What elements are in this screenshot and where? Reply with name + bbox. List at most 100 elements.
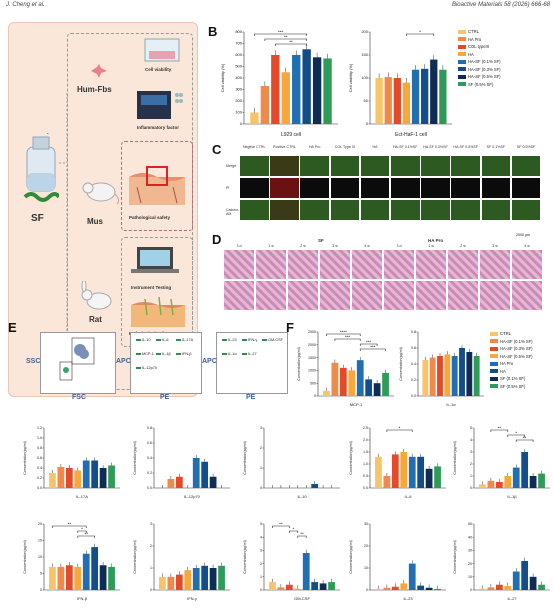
instrument-testing-label: Instrument Testing (131, 285, 172, 290)
apc-axis-label-1: APC (116, 358, 131, 365)
flow-plot-frame (40, 332, 116, 394)
y-tick-label: 100 (235, 110, 242, 115)
bar (487, 587, 495, 590)
legend-swatch (490, 331, 498, 336)
y-tick-label: 4 (260, 535, 262, 539)
fluorescence-image (391, 156, 420, 176)
significance-bracket (359, 348, 386, 351)
bar (512, 571, 520, 590)
fluorescence-image (451, 178, 480, 198)
bar (437, 356, 443, 396)
bar (504, 476, 512, 488)
y-tick-label: 800 (235, 29, 242, 34)
y-tick-label: 2 (150, 544, 152, 548)
significance-bracket (77, 535, 95, 538)
bar (425, 587, 433, 590)
bead-label: IFN-β (182, 352, 192, 356)
bar (260, 86, 270, 124)
group-ha-pro-label: HA Pro (428, 238, 444, 243)
bar (495, 584, 503, 590)
y-tick-label: 2000 (308, 343, 316, 347)
significance-bracket (406, 33, 435, 36)
bar (209, 476, 217, 488)
bar (487, 480, 495, 488)
y-axis-label: Concentration(pg/ml) (349, 441, 353, 475)
chart-il-6: 0.0 0.5 1.0 1.5 2.0 2.5 Concentration(pg/ml) IL… (349, 425, 446, 499)
bar (495, 482, 503, 488)
legend-label: HA (500, 368, 506, 374)
x-axis-label: Ect-HaF-1 cell (395, 132, 427, 138)
y-tick-label: 500 (310, 381, 316, 385)
plate-reader-icon (137, 91, 183, 119)
bar (192, 458, 200, 488)
legend-swatch (458, 44, 466, 49)
fluorescence-image (270, 200, 299, 220)
fluorescence-image (421, 156, 450, 176)
pe-axis-label-1: PE (160, 394, 170, 401)
y-tick-label: 0.4 (37, 466, 42, 470)
significance-label: * (399, 425, 401, 430)
panel-c-scale-bar: 2000 μm (516, 233, 531, 237)
legend-label: HA-SF (0.3% SF) (468, 66, 501, 72)
bead-cluster (176, 339, 181, 341)
bar (74, 470, 82, 488)
significance-label: * (81, 526, 83, 531)
y-tick-label: 100 (361, 75, 368, 80)
fluorescence-image (391, 200, 420, 220)
image-column-header: Negtive CTRL (242, 145, 266, 149)
significance-label: ** (84, 531, 88, 536)
legend-label: HA (468, 51, 474, 57)
y-tick-label: 1000 (308, 369, 316, 373)
y-tick-label: 1.5 (363, 450, 368, 454)
bead-cluster (262, 339, 267, 341)
fluorescence-image (391, 178, 420, 198)
y-axis-label: Concentration(pg/ml) (133, 540, 137, 574)
significance-label: *** (345, 334, 351, 339)
y-tick-label: 0.0 (147, 486, 152, 490)
significance-label: *** (370, 344, 376, 349)
bar (175, 574, 183, 590)
legend-item: HA (458, 51, 501, 59)
y-tick-label: 5 (260, 522, 262, 526)
bar (375, 78, 383, 124)
significance-bracket (297, 535, 307, 538)
bar (439, 69, 447, 124)
bead-item: MCP-1 (136, 352, 154, 356)
legend-item: HA Pro (458, 36, 501, 44)
histology-image (384, 250, 414, 279)
y-tick-label: 400 (235, 75, 242, 80)
bar (281, 72, 290, 124)
bead-plot-frame-1 (130, 332, 202, 394)
y-tick-label: 30 (364, 522, 368, 526)
y-tick-label: 0.8 (411, 330, 416, 334)
y-axis-label: Concentration(pg/ml) (349, 540, 353, 574)
time-point-label: 3 w (492, 244, 498, 248)
significance-bracket (77, 530, 87, 533)
bead-label: IL-1α (228, 352, 237, 356)
y-tick-label: 0.0 (411, 394, 416, 398)
legend-label: CTRL (468, 29, 479, 35)
fluorescence-image (360, 178, 390, 198)
chart-mcp-1: 0 500 1000 1500 2000 2500 Concentration(pg/ml)… (297, 329, 394, 407)
significance-bracket (326, 333, 361, 336)
x-axis-label: IL-1α (446, 402, 456, 407)
bar (175, 476, 183, 488)
ssc-axis-label: SSC (26, 358, 41, 365)
y-axis-label: Cell viability (%) (348, 63, 353, 92)
y-axis-label: Cell viability (%) (220, 63, 225, 92)
chart-il-27: 0 10 20 30 40 50 Concentration(pg/ml) IL-27 (453, 522, 550, 601)
panel-f-label: F (286, 320, 294, 335)
bar (417, 585, 425, 590)
y-tick-label: 0.0 (363, 486, 368, 490)
time-point-label: 4 w (364, 244, 370, 248)
y-tick-label: 5 (40, 572, 42, 576)
y-tick-label: 0 (240, 121, 243, 126)
significance-bracket (515, 439, 534, 442)
fluorescence-image-grid: Negtive CTRL Positive CTRL HA Pro COL Type … (226, 145, 544, 230)
y-tick-label: 0 (314, 394, 316, 398)
y-tick-label: 0.0 (37, 486, 42, 490)
y-tick-label: 2 (470, 462, 472, 466)
bead-cluster (222, 339, 227, 341)
